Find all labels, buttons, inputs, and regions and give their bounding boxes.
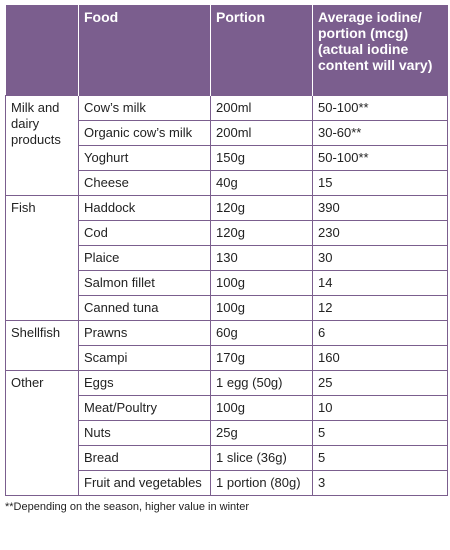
food-cell: Yoghurt [78, 145, 211, 171]
portion-cell: 120g [210, 220, 313, 246]
portion-cell: 130 [210, 245, 313, 271]
iodine-cell: 5 [312, 420, 448, 446]
portion-cell: 200ml [210, 120, 313, 146]
food-cell: Canned tuna [78, 295, 211, 321]
header-cell [5, 5, 79, 96]
food-cell: Cow’s milk [78, 95, 211, 121]
portion-cell: 100g [210, 295, 313, 321]
food-cell: Fruit and vegetables [78, 470, 211, 496]
food-cell: Eggs [78, 370, 211, 396]
iodine-cell: 160 [312, 345, 448, 371]
iodine-cell: 30-60** [312, 120, 448, 146]
food-cell: Prawns [78, 320, 211, 346]
portion-cell: 1 slice (36g) [210, 445, 313, 471]
food-cell: Cheese [78, 170, 211, 196]
portion-cell: 1 portion (80g) [210, 470, 313, 496]
portion-cell: 100g [210, 395, 313, 421]
portion-cell: 120g [210, 195, 313, 221]
iodine-cell: 14 [312, 270, 448, 296]
food-cell: Meat/Poultry [78, 395, 211, 421]
table-row: Cheese 40g 15 [6, 170, 448, 196]
food-cell: Nuts [78, 420, 211, 446]
footnote: **Depending on the season, higher value … [5, 501, 249, 513]
portion-cell: 25g [210, 420, 313, 446]
food-cell: Cod [78, 220, 211, 246]
food-cell: Haddock [78, 195, 211, 221]
iodine-cell: 3 [312, 470, 448, 496]
table-row: Salmon fillet 100g 14 [6, 270, 448, 296]
group-cell: Milk and dairy products [5, 95, 79, 196]
iodine-cell: 6 [312, 320, 448, 346]
food-cell: Plaice [78, 245, 211, 271]
group-cell: Shellfish [5, 320, 79, 371]
food-cell: Scampi [78, 345, 211, 371]
portion-cell: 1 egg (50g) [210, 370, 313, 396]
iodine-cell: 230 [312, 220, 448, 246]
table-row: Shellfish Prawns 60g 6 [5, 320, 448, 371]
iodine-cell: 15 [312, 170, 448, 196]
table-row: Organic cow’s milk 200ml 30-60** [6, 120, 448, 146]
table-row: Cod 120g 230 [6, 220, 448, 246]
portion-cell: 170g [210, 345, 313, 371]
table-row: Canned tuna 100g 12 [6, 295, 448, 321]
table-row: Scampi 170g 160 [6, 345, 448, 371]
iodine-cell: 390 [312, 195, 448, 221]
portion-cell: 150g [210, 145, 313, 171]
iodine-table: Food Portion Average iodine/ portion (mc… [5, 5, 448, 496]
header-cell: Food [78, 5, 211, 96]
table-row: Yoghurt 150g 50-100** [6, 145, 448, 171]
iodine-cell: 12 [312, 295, 448, 321]
table-row: Other Eggs 1 egg (50g) 25 [5, 370, 448, 496]
header-cell: Portion [210, 5, 313, 96]
table-row: Fruit and vegetables 1 portion (80g) 3 [6, 470, 448, 496]
portion-cell: 100g [210, 270, 313, 296]
header-cell: Average iodine/ portion (mcg) (actual io… [312, 5, 448, 96]
group-cell: Other [5, 370, 79, 496]
iodine-cell: 30 [312, 245, 448, 271]
iodine-cell: 50-100** [312, 145, 448, 171]
table-row: Milk and dairy products Cow’s milk 200ml 50… [5, 95, 448, 196]
table-row: Plaice 130 30 [6, 245, 448, 271]
table-body: Milk and dairy products Cow’s milk 200ml 50… [5, 95, 448, 496]
food-cell: Organic cow’s milk [78, 120, 211, 146]
portion-cell: 60g [210, 320, 313, 346]
iodine-cell: 5 [312, 445, 448, 471]
iodine-cell: 10 [312, 395, 448, 421]
header-row: Food Portion Average iodine/ portion (mc… [5, 5, 448, 96]
food-cell: Bread [78, 445, 211, 471]
portion-cell: 40g [210, 170, 313, 196]
iodine-cell: 50-100** [312, 95, 448, 121]
group-cell: Fish [5, 195, 79, 321]
food-cell: Salmon fillet [78, 270, 211, 296]
portion-cell: 200ml [210, 95, 313, 121]
table-wrap: Food Portion Average iodine/ portion (mc… [5, 5, 448, 513]
table-row: Nuts 25g 5 [6, 420, 448, 446]
iodine-cell: 25 [312, 370, 448, 396]
table-row: Meat/Poultry 100g 10 [6, 395, 448, 421]
table-row: Bread 1 slice (36g) 5 [6, 445, 448, 471]
table-row: Fish Haddock 120g 390 [5, 195, 448, 321]
